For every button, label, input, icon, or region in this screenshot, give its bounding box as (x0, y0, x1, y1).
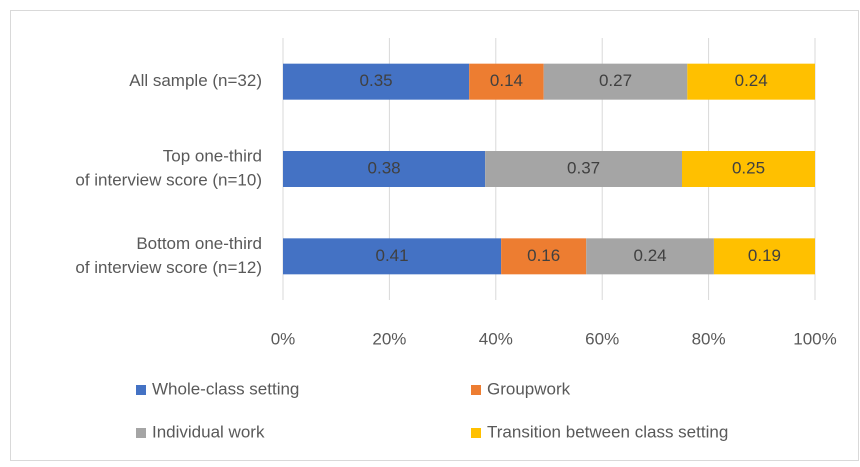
y-tick-label: Bottom one-third (136, 234, 262, 253)
bar-segment (283, 151, 486, 187)
x-tick-label: 20% (372, 329, 406, 348)
bar-segment (687, 63, 815, 100)
data-label: 0.27 (599, 71, 632, 90)
data-label: 0.24 (735, 71, 768, 90)
bar-segment (283, 63, 470, 100)
bar-segment (469, 63, 544, 100)
legend-marker (471, 385, 481, 395)
legend-label: Individual work (152, 422, 265, 441)
legend-label: Whole-class setting (152, 379, 299, 398)
bar-segment (283, 238, 502, 275)
bar-segment (501, 238, 587, 275)
data-label: 0.14 (490, 71, 523, 90)
data-label: 0.38 (368, 158, 401, 177)
data-label: 0.41 (376, 246, 409, 265)
x-tick-label: 100% (793, 329, 836, 348)
data-label: 0.19 (748, 246, 781, 265)
bar-segment (485, 151, 682, 187)
x-tick-label: 0% (271, 329, 296, 348)
legend-marker (136, 428, 146, 438)
x-tick-label: 60% (585, 329, 619, 348)
legend-label: Transition between class setting (487, 422, 728, 441)
data-label: 0.24 (634, 246, 667, 265)
legend-label: Groupwork (487, 379, 571, 398)
data-label: 0.25 (732, 158, 765, 177)
y-tick-label: of interview score (n=10) (75, 170, 262, 189)
legend-marker (471, 428, 481, 438)
data-label: 0.35 (360, 71, 393, 90)
y-tick-label: All sample (n=32) (129, 71, 262, 90)
data-label: 0.16 (527, 246, 560, 265)
y-tick-label: Top one-third (163, 146, 262, 165)
y-tick-label: of interview score (n=12) (75, 258, 262, 277)
data-label: 0.37 (567, 158, 600, 177)
bar-segment (543, 63, 688, 100)
x-tick-label: 80% (692, 329, 726, 348)
bar-segment (713, 238, 815, 275)
x-tick-label: 40% (479, 329, 513, 348)
bar-segment (682, 151, 815, 187)
bar-segment (586, 238, 714, 275)
legend-marker (136, 385, 146, 395)
